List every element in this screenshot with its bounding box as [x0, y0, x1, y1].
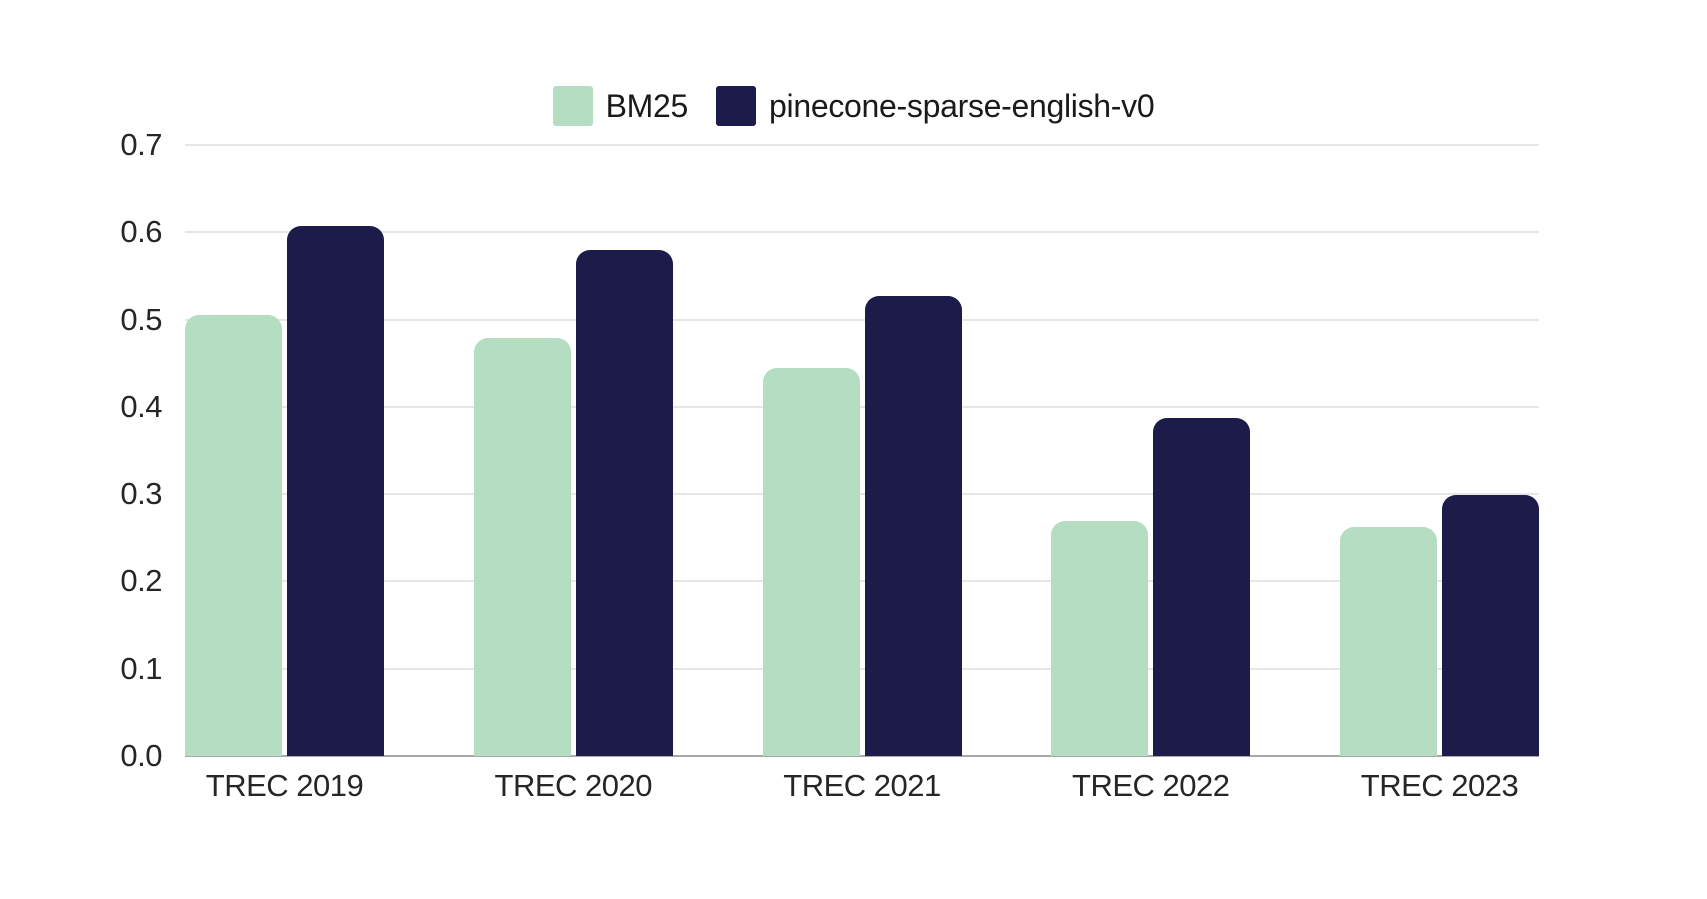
y-tick-label-0.2: 0.2: [120, 563, 162, 599]
y-tick-label-0.5: 0.5: [120, 301, 162, 337]
x-axis-label-trec-2022: TREC 2022: [1072, 768, 1230, 803]
x-axis-line: [185, 755, 1539, 757]
y-tick-label-0.4: 0.4: [120, 388, 162, 424]
legend-label-bm25: BM25: [605, 88, 689, 124]
y-tick-label-0.1: 0.1: [120, 650, 162, 686]
x-axis-label-trec-2019: TREC 2019: [205, 768, 364, 803]
y-tick-label-0.3: 0.3: [120, 476, 162, 512]
bar-trec-2022-bm25: [1051, 521, 1149, 756]
y-tick-label-0.6: 0.6: [120, 214, 162, 250]
legend-swatch-pinecone-icon: [716, 86, 757, 126]
gridline-0.7: [185, 144, 1539, 146]
y-tick-label-0.0: 0.0: [120, 738, 162, 773]
gridline-0.5: [185, 318, 1539, 321]
bar-trec-2023-bm25: [1340, 527, 1437, 756]
y-tick-label-0.7: 0.7: [120, 127, 162, 162]
x-axis-label-trec-2021: TREC 2021: [783, 768, 941, 803]
gridline-0.4: [185, 405, 1539, 408]
gridline-0.3: [185, 493, 1539, 496]
bar-trec-2020-bm25: [473, 337, 571, 756]
bar-trec-2019-bm25: [185, 315, 282, 756]
legend-item-bm25: BM25: [552, 86, 689, 126]
chart-legend: BM25 pinecone-sparse-english-v0: [0, 86, 1707, 126]
bar-trec-2019-pinecone-sparse-english-v0: [287, 226, 384, 756]
gridline-0.2: [185, 580, 1539, 583]
gridline-0.1: [185, 667, 1539, 670]
bar-trec-2022-pinecone-sparse-english-v0: [1153, 418, 1251, 756]
x-axis-label-trec-2023: TREC 2023: [1360, 768, 1519, 803]
legend-item-pinecone: pinecone-sparse-english-v0: [716, 86, 1155, 126]
legend-label-pinecone: pinecone-sparse-english-v0: [769, 88, 1155, 124]
legend-swatch-bm25-icon: [552, 86, 593, 126]
gridline-0.6: [185, 231, 1539, 234]
bar-trec-2021-pinecone-sparse-english-v0: [864, 296, 962, 756]
bar-trec-2021-bm25: [762, 367, 860, 756]
x-axis-label-trec-2020: TREC 2020: [494, 768, 653, 803]
bar-trec-2023-pinecone-sparse-english-v0: [1442, 495, 1539, 756]
bar-trec-2020-pinecone-sparse-english-v0: [575, 249, 673, 756]
